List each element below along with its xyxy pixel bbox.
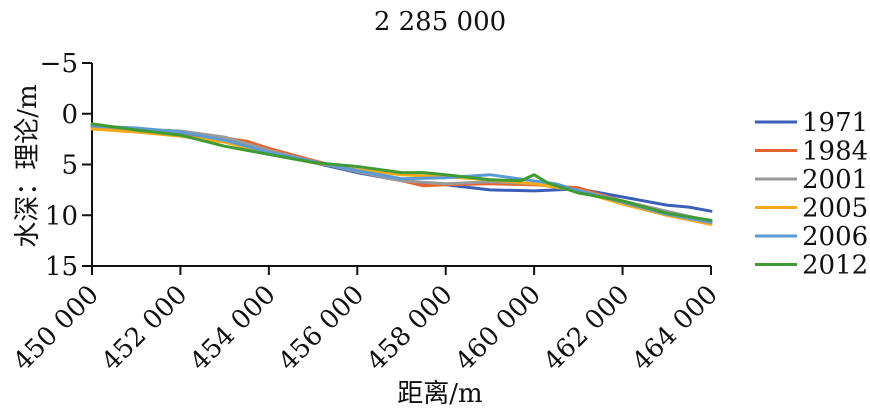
series-line-2012 (90, 122, 713, 222)
legend-label-2012: 2012 (802, 251, 868, 281)
x-tick-label: 450 000 (8, 280, 105, 377)
legend-label-2006: 2006 (802, 222, 868, 252)
chart-title: 2 285 000 (374, 7, 506, 37)
legend-label-1971: 1971 (802, 108, 868, 138)
y-tick-label: 0 (61, 100, 78, 130)
x-tick-label: 464 000 (627, 280, 724, 377)
x-tick-label: 454 000 (185, 280, 282, 377)
legend-label-2001: 2001 (802, 165, 868, 195)
x-axis-label: 距离/m (397, 379, 482, 409)
y-tick-label: 5 (61, 151, 78, 181)
legend-label-2005: 2005 (802, 194, 868, 224)
x-tick-label: 458 000 (361, 280, 458, 377)
y-tick-label: 15 (45, 252, 78, 282)
y-tick-label: 10 (45, 201, 78, 231)
x-tick-label: 460 000 (450, 280, 547, 377)
y-tick-label: −5 (40, 49, 78, 79)
x-tick-label: 456 000 (273, 280, 370, 377)
y-axis-label: 水深：理论/m (13, 84, 43, 247)
legend-label-1984: 1984 (802, 137, 868, 167)
x-tick-label: 452 000 (96, 280, 193, 377)
series-line-2005 (90, 127, 713, 226)
x-tick-label: 462 000 (538, 280, 635, 377)
